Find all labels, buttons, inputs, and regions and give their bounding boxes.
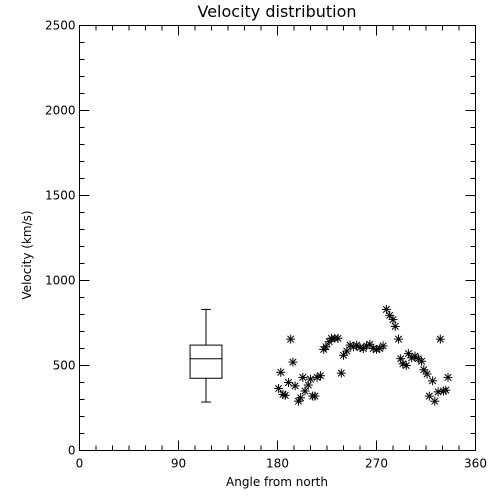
data-point — [348, 342, 358, 352]
y-tick-label: 1000 — [45, 274, 76, 288]
data-point — [276, 367, 286, 377]
y-tick-label: 2500 — [45, 19, 76, 33]
data-point — [378, 341, 388, 351]
box-iqr — [189, 344, 223, 379]
y-axis-label: Velocity (km/s) — [20, 210, 34, 299]
data-point — [288, 357, 298, 367]
y-tick-label: 500 — [53, 359, 76, 373]
data-point — [286, 334, 296, 344]
data-point — [443, 372, 453, 382]
boxplot — [189, 308, 223, 403]
data-point — [280, 390, 290, 400]
data-point — [401, 361, 411, 370]
data-point — [417, 356, 427, 366]
x-tick-label: 0 — [76, 457, 84, 471]
data-point — [296, 393, 306, 403]
data-point — [336, 368, 346, 378]
x-tick-label: 270 — [365, 457, 388, 471]
data-point — [365, 339, 375, 349]
y-tick-label: 1500 — [45, 189, 76, 203]
scatter-points — [274, 304, 453, 406]
data-point — [388, 315, 398, 325]
data-point — [430, 396, 440, 406]
data-point — [290, 381, 300, 391]
y-tick-label: 0 — [68, 444, 76, 458]
data-point — [306, 374, 315, 384]
data-point — [293, 396, 303, 406]
data-point — [441, 385, 451, 395]
data-point — [274, 383, 284, 393]
data-point — [435, 334, 445, 344]
data-point — [390, 321, 400, 331]
data-point — [298, 372, 308, 382]
x-tick-label: 90 — [171, 457, 186, 471]
data-point — [407, 353, 417, 363]
data-point — [333, 333, 343, 343]
chart-title: Velocity distribution — [197, 2, 356, 21]
data-point — [321, 342, 331, 352]
data-point — [284, 378, 293, 387]
x-axis-label: Angle from north — [226, 475, 328, 489]
x-tick-label: 360 — [464, 457, 487, 471]
data-point — [428, 376, 438, 386]
data-point — [422, 369, 432, 379]
data-point — [310, 391, 320, 401]
axis-ticks: 0 90 180 270 360 0 500 1000 1500 2000 2500 — [45, 19, 487, 471]
x-tick-label: 180 — [266, 457, 289, 471]
y-tick-label: 2000 — [45, 104, 76, 118]
data-point — [394, 334, 403, 344]
data-point — [315, 371, 325, 381]
